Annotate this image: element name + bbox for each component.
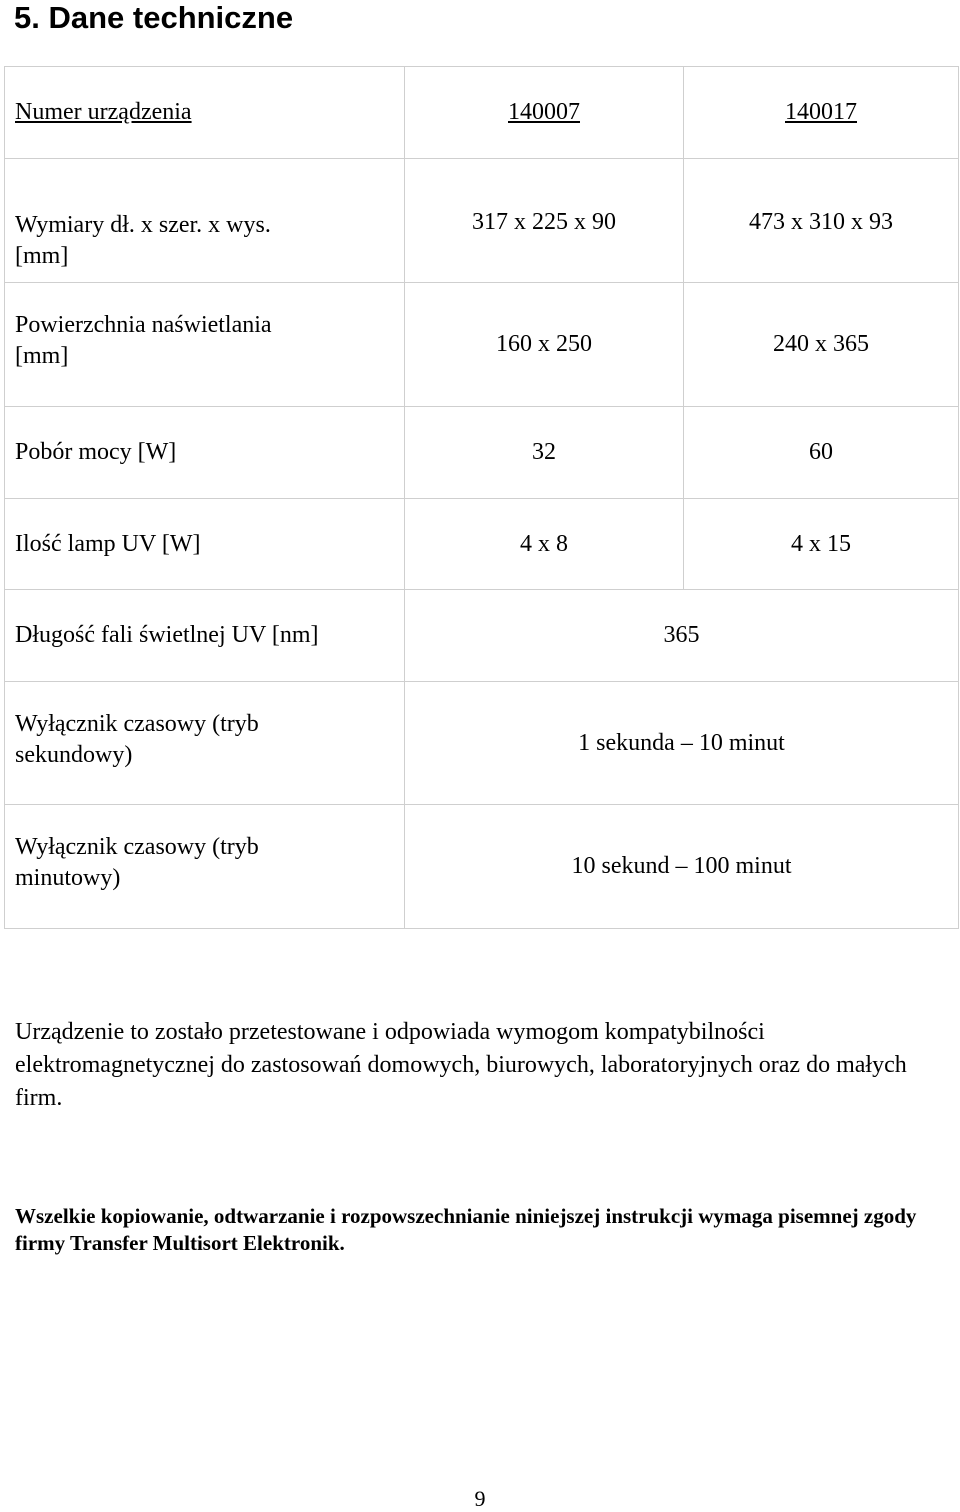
device-number-label: Numer urządzenia [4,66,405,159]
copyright-notice: Wszelkie kopiowanie, odtwarzanie i rozpo… [15,1204,917,1255]
table-row-timer-minutes: Wyłącznik czasowy (tryb minutowy) 10 sek… [4,804,959,929]
timer-minutes-label-line2: minutowy) [15,865,121,891]
uv-lamps-col2: 4 x 15 [683,498,959,590]
timer-seconds-label: Wyłącznik czasowy (tryb sekundowy) [4,681,405,805]
compliance-paragraph: Urządzenie to zostało przetestowane i od… [15,1019,907,1111]
wavelength-label: Długość fali świetlnej UV [nm] [4,589,405,682]
timer-seconds-label-line2: sekundowy) [15,742,133,768]
device-number-label-text: Numer urządzenia [15,99,192,125]
exposure-area-label-line1: Powierzchnia naświetlania [15,312,272,338]
timer-seconds-value: 1 sekunda – 10 minut [404,681,959,805]
table-row-uv-lamps: Ilość lamp UV [W] 4 x 8 4 x 15 [4,498,959,590]
device-number-col1: 140007 [404,66,684,159]
table-row-power: Pobór mocy [W] 32 60 [4,406,959,499]
device-number-col2: 140017 [683,66,959,159]
exposure-area-label-line2: [mm] [15,343,69,369]
table-row-dimensions: Wymiary dł. x szer. x wys. [mm] 317 x 22… [4,158,959,283]
device-number-col1-text: 140007 [508,99,580,125]
exposure-area-col1: 160 x 250 [404,282,684,407]
spec-table: Numer urządzenia 140007 140017 Wymiary d… [4,66,959,929]
dimensions-label: Wymiary dł. x szer. x wys. [mm] [4,158,405,283]
timer-minutes-label-line1: Wyłącznik czasowy (tryb [15,834,259,860]
power-col1: 32 [404,406,684,499]
power-col2: 60 [683,406,959,499]
uv-lamps-label: Ilość lamp UV [W] [4,498,405,590]
table-row-device-number: Numer urządzenia 140007 140017 [4,66,959,159]
exposure-area-label: Powierzchnia naświetlania [mm] [4,282,405,407]
timer-minutes-value: 10 sekund – 100 minut [404,804,959,929]
wavelength-value: 365 [404,589,959,682]
uv-lamps-col1: 4 x 8 [404,498,684,590]
page-number: 9 [474,1486,486,1511]
dimensions-col1: 317 x 225 x 90 [404,158,684,283]
exposure-area-col2: 240 x 365 [683,282,959,407]
timer-seconds-label-line1: Wyłącznik czasowy (tryb [15,711,259,737]
dimensions-col2: 473 x 310 x 93 [683,158,959,283]
table-row-exposure-area: Powierzchnia naświetlania [mm] 160 x 250… [4,282,959,407]
power-label: Pobór mocy [W] [4,406,405,499]
dimensions-label-line2: [mm] [15,243,69,269]
timer-minutes-label: Wyłącznik czasowy (tryb minutowy) [4,804,405,929]
dimensions-label-line1: Wymiary dł. x szer. x wys. [15,212,271,238]
table-row-wavelength: Długość fali świetlnej UV [nm] 365 [4,589,959,682]
device-number-col2-text: 140017 [785,99,857,125]
section-title: 5. Dane techniczne [14,0,294,35]
table-row-timer-seconds: Wyłącznik czasowy (tryb sekundowy) 1 sek… [4,681,959,805]
